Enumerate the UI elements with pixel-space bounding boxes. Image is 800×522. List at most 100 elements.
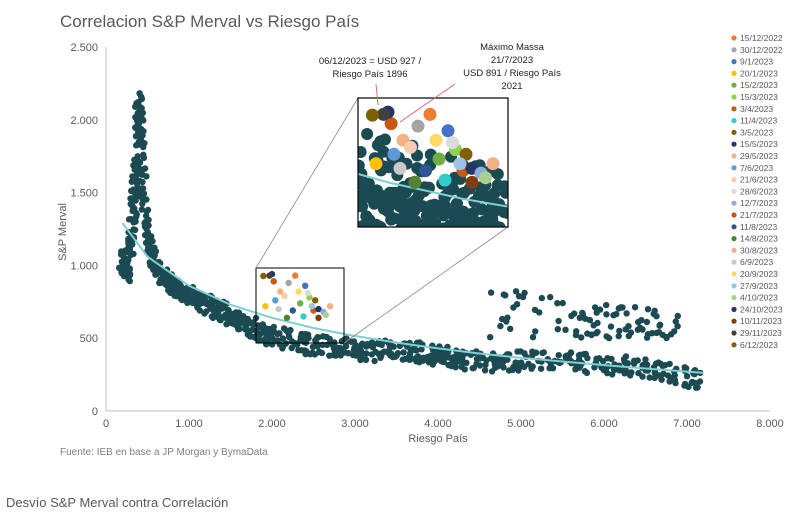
history-point [143,221,150,228]
history-point [463,359,470,366]
history-point [139,200,146,207]
history-point [140,151,147,158]
inset-history-point [358,200,364,213]
y-tick-labels: 0 500 1.000 1.500 2.000 2.500 [70,42,98,418]
annotation-arrow [399,83,456,123]
history-point [400,349,407,356]
legend-marker [731,165,737,171]
inset-history-point [452,233,464,245]
history-point [580,351,587,358]
legend-label: 21/6/2023 [740,175,778,185]
inset-highlighted-point [408,175,422,189]
history-point [519,293,527,301]
zoom-source-box [255,267,345,344]
y-tick-label: 500 [80,333,98,345]
history-point [235,320,243,328]
inset-highlighted-point [486,157,500,171]
legend-marker [731,94,737,100]
history-point [224,306,231,314]
inset-history-point [499,186,508,199]
history-point [517,348,524,355]
legend-label: 10/11/2023 [740,316,782,326]
legend-marker [731,283,737,289]
highlighted-point [283,314,291,321]
history-point [663,334,670,342]
inset-history-point [484,244,496,256]
history-point [513,301,521,308]
history-point [194,304,201,311]
history-point [201,310,208,317]
inset-history-point [398,226,405,227]
history-point [627,372,634,379]
legend-marker [731,342,737,348]
history-point [431,357,438,365]
history-point [573,328,580,335]
history-point [333,344,340,351]
history-point [136,159,144,166]
history-point [216,301,223,308]
legend-marker [731,295,737,301]
history-point [259,322,266,330]
history-point [483,357,490,364]
history-point [357,356,364,364]
history-point [608,355,615,363]
legend-label: 28/6/2023 [740,186,778,196]
legend-label: 29/11/2023 [740,328,782,338]
history-point [309,343,317,351]
inset-history-point [410,236,422,248]
history-point [674,323,681,330]
history-point [644,306,652,313]
history-point [202,300,210,307]
history-point [658,376,665,383]
inset-history-point [390,230,402,242]
history-point [510,363,517,371]
legend-marker [731,82,737,88]
inset-history-point [491,168,504,181]
inset-highlighted-point [423,107,437,121]
history-point [197,294,205,301]
highlighted-point [304,289,311,297]
zoom-inset-frame [357,97,509,228]
history-point [631,304,639,311]
legend-label: 9/1/2023 [740,57,773,67]
inset-history-point [485,231,497,243]
history-point [138,185,145,192]
x-tick-label: 4.000 [424,418,452,430]
inset-highlighted-point [387,147,401,161]
legend-label: 3/5/2023 [740,127,773,137]
history-point [593,330,600,337]
history-point [145,235,152,242]
legend-marker [731,318,737,324]
inset-history-point [447,183,460,196]
history-point [303,348,310,355]
history-point [140,143,147,151]
history-point [583,369,591,377]
inset-history-point [501,228,513,240]
inset-history-point [425,236,437,248]
history-point [609,371,616,378]
y-tick-label: 0 [92,406,98,418]
legend-label: 24/10/2023 [740,304,783,314]
history-point [532,328,539,335]
history-point [683,373,691,380]
history-point [393,352,400,359]
history-point [215,309,222,317]
inset-history-point [416,200,429,213]
highlighted-point [315,314,322,321]
history-point [212,304,219,311]
history-point [476,355,483,362]
history-point [390,343,397,350]
inset-history-point [407,213,420,226]
history-point [646,374,653,381]
history-point [288,344,295,352]
inset-highlighted-point [393,161,407,175]
inset-highlighted-point [459,147,473,161]
history-point [648,330,656,337]
inset-history-point [400,226,407,227]
highlighted-point [322,311,330,319]
highlighted-point [272,297,279,304]
history-point [497,322,504,330]
history-point [222,311,229,319]
inset-history-point [483,240,495,252]
